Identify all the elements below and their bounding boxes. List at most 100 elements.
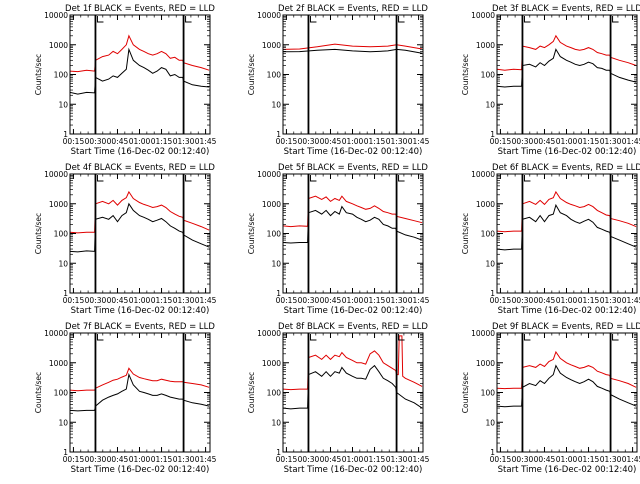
- chart-panel-5: Det 5f BLACK = Events, RED = LLD 1 10 100 10…: [247, 163, 430, 316]
- x-tick-label: 00:45: [320, 455, 342, 464]
- interval-bracket: [523, 334, 531, 341]
- y-axis-label: Counts/sec: [461, 372, 470, 413]
- x-tick-label: 00:30: [512, 296, 534, 305]
- chart-panel-6: Det 6f BLACK = Events, RED = LLD 1 10 100 10…: [461, 163, 640, 316]
- series-line-lld: [497, 190, 637, 233]
- x-tick-label: 01:15: [578, 455, 600, 464]
- y-tick-label: 1000: [49, 359, 68, 368]
- y-tick-label: 100: [54, 71, 69, 80]
- x-axis-label: Start Time (16-Dec-02 00:12:40): [71, 465, 210, 475]
- x-tick-label: 00:45: [107, 137, 129, 146]
- y-tick-label: 10000: [257, 329, 281, 338]
- y-tick-label: 1: [490, 130, 495, 139]
- series-line-lld: [283, 43, 423, 50]
- series-line-events: [497, 203, 637, 251]
- y-tick-label: 1000: [476, 200, 495, 209]
- y-tick-label: 1000: [262, 41, 281, 50]
- x-tick-label: 01:15: [151, 296, 173, 305]
- interval-bracket: [96, 16, 104, 23]
- y-tick-label: 10000: [257, 11, 281, 20]
- y-tick-label: 10000: [471, 170, 495, 179]
- y-tick-label: 10000: [44, 329, 68, 338]
- y-tick-label: 10: [271, 259, 281, 268]
- y-tick-label: 10000: [44, 11, 68, 20]
- x-tick-label: 01:30: [386, 137, 408, 146]
- x-axis-label: Start Time (16-Dec-02 00:12:40): [498, 147, 637, 157]
- interval-bracket: [185, 334, 192, 341]
- y-axis-label: Counts/sec: [461, 54, 470, 95]
- interval-bracket: [185, 16, 192, 23]
- plot-frame: [496, 14, 638, 135]
- x-tick-label: 01:45: [408, 296, 430, 305]
- x-tick-label: 01:00: [129, 455, 151, 464]
- y-tick-label: 10: [485, 259, 495, 268]
- series-line-lld: [70, 34, 210, 73]
- x-tick-label: 00:15: [63, 137, 85, 146]
- y-tick-label: 1: [276, 289, 281, 298]
- interval-bracket: [398, 16, 405, 23]
- x-axis-label: Start Time (16-Dec-02 00:12:40): [71, 147, 210, 157]
- y-tick-label: 1000: [476, 41, 495, 50]
- y-tick-label: 10: [271, 100, 281, 109]
- y-tick-label: 10000: [257, 170, 281, 179]
- x-tick-label: 01:15: [578, 137, 600, 146]
- y-tick-label: 1: [63, 289, 68, 298]
- chart-title: Det 4f BLACK = Events, RED = LLD: [65, 163, 215, 173]
- x-tick-label: 00:45: [320, 296, 342, 305]
- chart-title: Det 9f BLACK = Events, RED = LLD: [492, 322, 640, 332]
- x-tick-label: 01:45: [408, 455, 430, 464]
- x-tick-label: 00:15: [276, 455, 298, 464]
- series-line-events: [497, 48, 637, 88]
- y-tick-label: 10: [58, 418, 68, 427]
- plot-frame: [496, 173, 638, 294]
- x-tick-label: 01:00: [556, 455, 578, 464]
- interval-bracket: [523, 16, 531, 23]
- chart-title: Det 3f BLACK = Events, RED = LLD: [492, 4, 640, 14]
- x-tick-label: 00:45: [534, 137, 556, 146]
- y-tick-label: 10000: [44, 170, 68, 179]
- y-axis-label: Counts/sec: [34, 372, 43, 413]
- x-tick-label: 00:15: [63, 296, 85, 305]
- x-tick-label: 01:30: [173, 137, 195, 146]
- x-axis-label: Start Time (16-Dec-02 00:12:40): [284, 306, 423, 316]
- x-tick-label: 00:15: [276, 137, 298, 146]
- y-tick-label: 1000: [49, 41, 68, 50]
- series-line-events: [70, 202, 210, 253]
- y-tick-label: 10: [485, 418, 495, 427]
- x-tick-label: 01:15: [364, 296, 386, 305]
- y-tick-label: 100: [54, 389, 69, 398]
- y-tick-label: 100: [267, 230, 282, 239]
- x-tick-label: 01:30: [173, 296, 195, 305]
- interval-bracket: [309, 334, 317, 341]
- x-tick-label: 01:45: [622, 137, 640, 146]
- y-tick-label: 100: [267, 71, 282, 80]
- plot-frame: [69, 14, 211, 135]
- x-tick-label: 01:30: [600, 137, 622, 146]
- x-tick-label: 00:15: [490, 455, 512, 464]
- x-tick-label: 01:45: [408, 137, 430, 146]
- x-tick-label: 01:45: [195, 455, 217, 464]
- y-axis-label: Counts/sec: [247, 213, 256, 254]
- series-line-events: [283, 205, 423, 244]
- y-tick-label: 10: [485, 100, 495, 109]
- y-tick-label: 10000: [471, 11, 495, 20]
- x-tick-label: 00:30: [85, 455, 107, 464]
- x-tick-label: 00:45: [534, 296, 556, 305]
- series-line-lld: [70, 367, 210, 392]
- y-tick-label: 1: [63, 448, 68, 457]
- x-tick-label: 00:30: [298, 137, 320, 146]
- chart-title: Det 6f BLACK = Events, RED = LLD: [492, 163, 640, 173]
- interval-bracket: [309, 16, 317, 23]
- x-tick-label: 00:45: [107, 296, 129, 305]
- y-tick-label: 1: [490, 289, 495, 298]
- x-axis-label: Start Time (16-Dec-02 00:12:40): [284, 147, 423, 157]
- series-line-lld: [283, 335, 423, 391]
- x-tick-label: 01:15: [151, 455, 173, 464]
- y-tick-label: 1: [490, 448, 495, 457]
- y-tick-label: 1000: [476, 359, 495, 368]
- plot-frame: [282, 14, 424, 135]
- y-tick-label: 1: [276, 448, 281, 457]
- y-tick-label: 1: [276, 130, 281, 139]
- y-axis-label: Counts/sec: [247, 372, 256, 413]
